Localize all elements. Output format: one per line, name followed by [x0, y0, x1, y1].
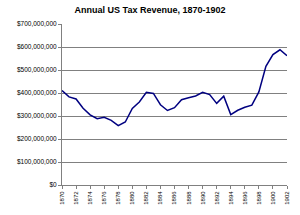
svg-text:Annual US Tax Revenue, 1870-19: Annual US Tax Revenue, 1870-1902: [75, 5, 226, 15]
svg-text:1882: 1882: [143, 191, 149, 205]
svg-text:1892: 1892: [214, 191, 220, 205]
svg-text:1902: 1902: [284, 191, 290, 205]
svg-text:1896: 1896: [242, 191, 248, 205]
svg-text:1898: 1898: [256, 191, 262, 205]
svg-text:$600,000,000: $600,000,000: [17, 43, 57, 50]
svg-text:$400,000,000: $400,000,000: [17, 89, 57, 96]
svg-text:$700,000,000: $700,000,000: [17, 20, 57, 27]
svg-text:$0: $0: [49, 181, 57, 188]
svg-text:$200,000,000: $200,000,000: [17, 135, 57, 142]
svg-text:1870: 1870: [59, 191, 65, 205]
svg-text:$300,000,000: $300,000,000: [17, 112, 57, 119]
svg-text:1884: 1884: [157, 191, 163, 205]
svg-text:1874: 1874: [87, 191, 93, 205]
svg-text:1880: 1880: [129, 191, 135, 205]
svg-text:1876: 1876: [101, 191, 107, 205]
svg-text:1872: 1872: [73, 191, 79, 205]
svg-text:$500,000,000: $500,000,000: [17, 66, 57, 73]
svg-text:1900: 1900: [270, 191, 276, 205]
svg-text:1888: 1888: [186, 191, 192, 205]
svg-text:1894: 1894: [228, 191, 234, 205]
svg-text:1890: 1890: [200, 191, 206, 205]
svg-text:1878: 1878: [115, 191, 121, 205]
svg-text:1886: 1886: [171, 191, 177, 205]
svg-text:$100,000,000: $100,000,000: [17, 158, 57, 165]
